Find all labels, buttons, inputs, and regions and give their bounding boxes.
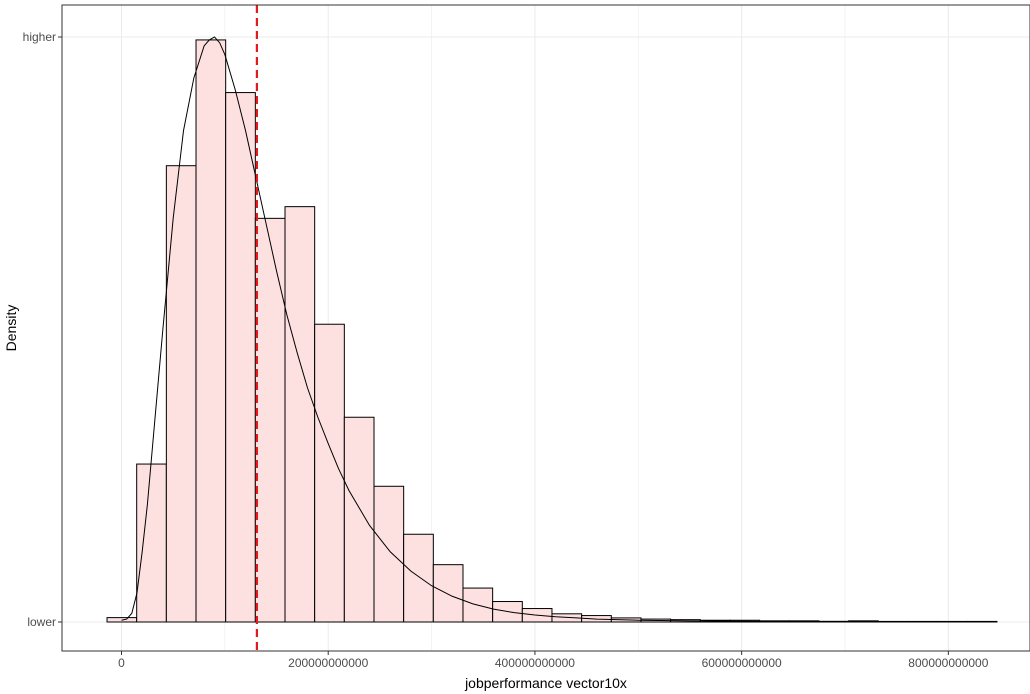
histogram-bar xyxy=(195,39,227,623)
histogram-bar xyxy=(373,485,405,623)
y-tick-label: lower xyxy=(27,615,56,629)
x-axis: 0 200000000000 400000000000 600000000000 800… xyxy=(118,651,989,670)
histogram-bar xyxy=(432,564,464,623)
density-curve xyxy=(121,36,987,623)
histogram-bar xyxy=(343,416,375,623)
histogram-bar xyxy=(136,463,167,623)
x-tick-label: 0 xyxy=(118,656,125,670)
histogram-bar xyxy=(225,92,256,623)
x-tick-label: 200000000000 xyxy=(288,656,368,670)
x-tick-label: 400000000000 xyxy=(495,656,575,670)
panel-border xyxy=(61,4,1030,652)
y-axis: lower higher xyxy=(23,30,62,629)
histogram-bar xyxy=(462,587,494,623)
histogram-bar xyxy=(284,206,316,623)
histogram-bar xyxy=(403,533,434,623)
density-curve-layer xyxy=(121,36,987,623)
histogram-bars xyxy=(106,39,998,623)
y-axis-title: Density xyxy=(3,305,19,352)
x-tick-label: 600000000000 xyxy=(702,656,782,670)
histogram-bar xyxy=(314,323,345,623)
y-tick-label: higher xyxy=(23,30,56,44)
x-axis-title: jobperformance vector10x xyxy=(464,675,627,691)
x-tick-label: 800000000000 xyxy=(908,656,988,670)
histogram-bar xyxy=(165,165,197,623)
histogram-bar xyxy=(254,217,286,623)
